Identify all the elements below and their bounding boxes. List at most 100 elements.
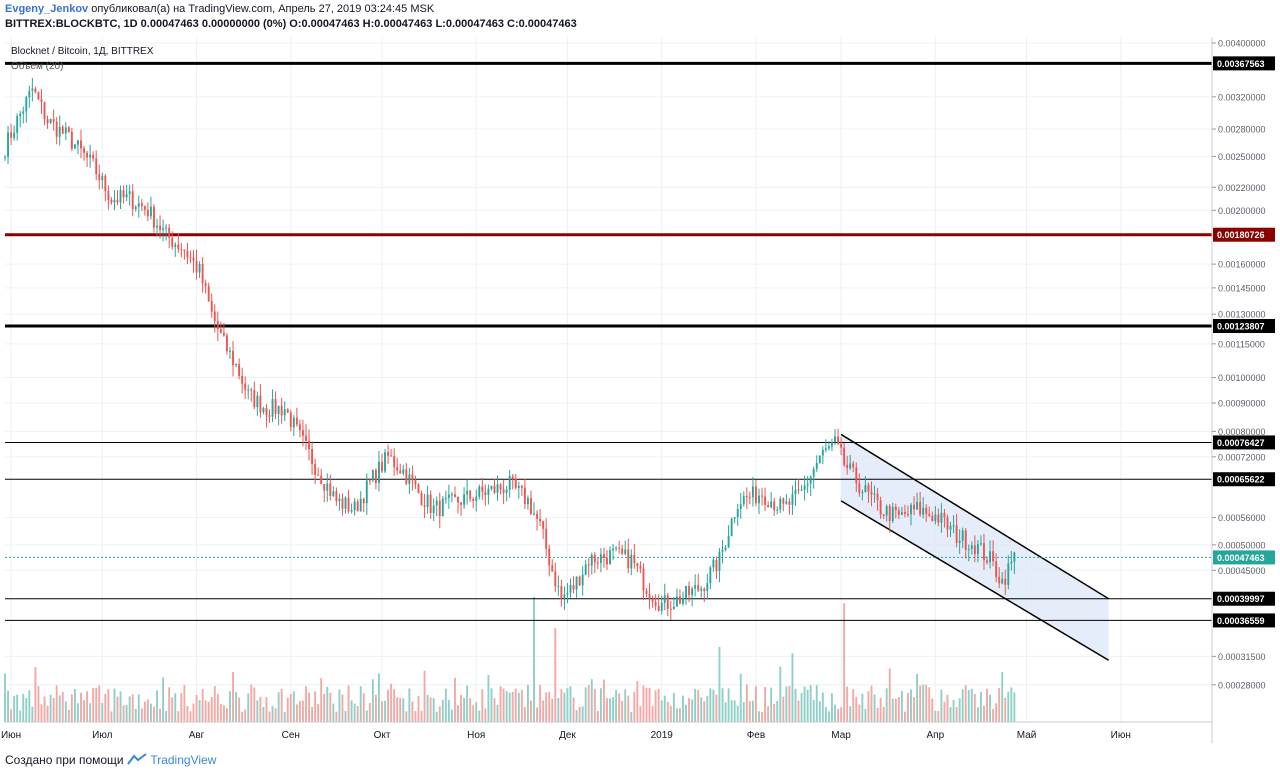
volume-bar: [332, 703, 335, 722]
volume-bar: [861, 693, 864, 722]
volume-bar: [767, 706, 770, 722]
channel-upper-line: [840, 433, 1110, 600]
volume-bar: [602, 679, 605, 722]
author-link[interactable]: Evgeny_Jenkov: [5, 3, 89, 15]
volume-bar: [371, 679, 374, 722]
volume-bar: [143, 701, 146, 722]
volume-bar: [669, 705, 672, 722]
candle-body: [484, 491, 487, 495]
candle-body: [976, 544, 979, 555]
candle-body: [1001, 578, 1004, 584]
volume-bar: [596, 710, 599, 722]
volume-bar: [216, 694, 219, 722]
candle-body: [149, 206, 152, 217]
candle-body: [505, 489, 508, 493]
volume-bar: [183, 685, 186, 722]
candle-body: [931, 515, 934, 522]
candle-body: [77, 140, 79, 145]
x-tick-label: Дек: [559, 730, 576, 741]
volume-bar: [67, 709, 70, 722]
candle-body: [903, 512, 906, 514]
volume-bar: [302, 700, 304, 722]
price-axis[interactable]: 0.00400000 0.00320000 0.00280000 0.00250000…: [1212, 38, 1275, 690]
candle-body: [420, 492, 423, 506]
volume-bar: [232, 672, 234, 722]
volume-bar: [958, 698, 961, 722]
tradingview-brand[interactable]: TradingView: [150, 753, 217, 767]
candle-body: [943, 512, 946, 518]
candle-body: [195, 260, 198, 273]
volume-bar: [815, 685, 818, 722]
candle-body: [989, 551, 992, 563]
volume-bar: [837, 708, 839, 722]
volume-bar: [581, 706, 584, 722]
volume-bar: [356, 705, 359, 722]
y-tick-label: 0.00320000: [1218, 92, 1266, 102]
volume-bar: [554, 628, 557, 722]
volume-bar: [919, 685, 922, 722]
candle-body: [502, 489, 505, 493]
volume-bar: [879, 697, 882, 722]
candle-body: [818, 455, 821, 463]
volume-bar: [213, 686, 216, 722]
volume-bar: [721, 688, 724, 722]
candle-body: [19, 113, 22, 117]
candle-body: [520, 485, 523, 488]
candle-body: [682, 597, 684, 604]
candle-body: [1013, 552, 1016, 562]
volume-bar: [34, 667, 37, 722]
volume-bar: [329, 692, 332, 722]
volume-bar: [265, 697, 268, 722]
volume-bar: [320, 678, 323, 722]
candle-body: [864, 485, 867, 493]
volume-bar: [955, 706, 958, 722]
candle-body: [43, 102, 46, 120]
candle-body: [405, 469, 408, 484]
candle-body: [609, 550, 611, 565]
volume-bar: [341, 694, 344, 722]
volume-bar: [700, 697, 703, 722]
candle-body: [390, 455, 393, 457]
volume-bar: [615, 689, 618, 722]
volume-bar: [405, 711, 408, 722]
candle-body: [481, 486, 484, 492]
candle-body: [533, 513, 535, 515]
x-tick-label: Окт: [374, 730, 391, 741]
candle-body: [204, 283, 207, 287]
candle-body: [222, 332, 225, 336]
volume-bar: [140, 708, 143, 722]
level-price-tag: [1213, 319, 1275, 334]
candle-body: [952, 525, 955, 527]
candle-body: [663, 595, 666, 603]
candle-body: [95, 158, 98, 175]
candle-body: [10, 132, 13, 138]
level-price-label: 0.00180726: [1217, 230, 1265, 240]
candle-body: [171, 237, 174, 247]
candle-body: [958, 540, 961, 543]
candle-body: [669, 608, 672, 610]
volume-bar: [317, 703, 320, 722]
volume-bar: [505, 691, 508, 722]
candle-body: [426, 494, 429, 508]
volume-bar: [618, 693, 621, 722]
volume-bar: [797, 700, 800, 722]
candle-body: [983, 543, 985, 561]
volume-bar: [411, 701, 414, 722]
time-axis[interactable]: Июн Июл Авг Сен Окт Ноя Дек 2019 Фев Мар Апр Май Июн: [1, 730, 1131, 741]
volume-bar: [210, 697, 213, 722]
volume-bar: [393, 689, 396, 722]
candle-body: [454, 494, 456, 497]
candle-body: [767, 504, 770, 508]
candle-body: [210, 301, 213, 312]
volume-bar: [204, 700, 207, 722]
volume-bar: [289, 694, 292, 722]
candle-body: [305, 435, 307, 441]
candle-body: [460, 502, 462, 505]
x-tick-label: Апр: [927, 730, 945, 741]
volume-bar: [557, 697, 560, 722]
volume-bar: [560, 689, 563, 722]
candle-body: [602, 554, 605, 558]
volume-bar: [101, 703, 104, 722]
candle-body: [122, 190, 125, 198]
